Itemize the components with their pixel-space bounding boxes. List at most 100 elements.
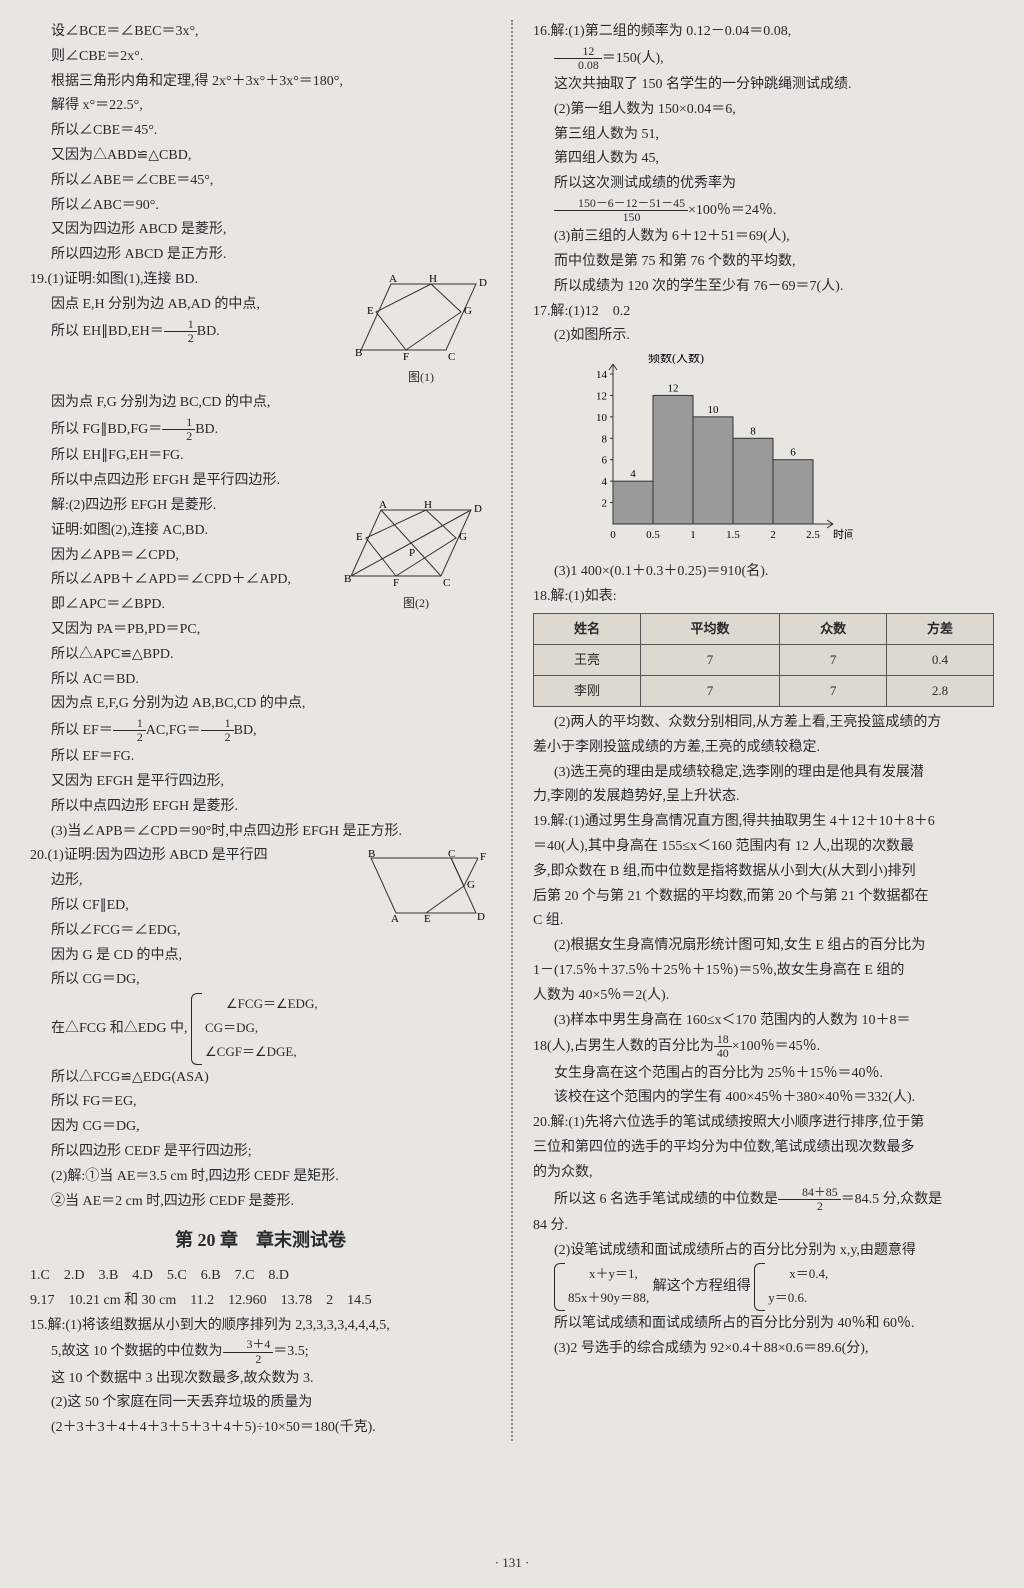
text-line: (2)两人的平均数、众数分别相同,从方差上看,王亮投篮成绩的方: [533, 711, 994, 735]
text-line: 所以∠ABC＝90°.: [30, 194, 491, 218]
chapter-title: 第 20 章 章末测试卷: [30, 1225, 491, 1256]
table-header: 平均数: [640, 613, 779, 644]
text-line: 所以△FCG≌△EDG(ASA): [30, 1066, 491, 1090]
text-line: (3)选王亮的理由是成绩较稳定,选李刚的理由是他具有发展潜: [533, 761, 994, 785]
svg-text:E: E: [356, 531, 363, 543]
text-line: (2)根据女生身高情况扇形统计图可知,女生 E 组占的百分比为: [533, 934, 994, 958]
text-line: 120.08＝150(人),: [533, 45, 994, 72]
svg-text:D: D: [474, 503, 482, 515]
text-line: 又因为 PA＝PB,PD＝PC,: [30, 618, 491, 642]
text-line: 因为 G 是 CD 的中点,: [30, 944, 491, 968]
svg-text:C: C: [443, 577, 450, 589]
svg-text:G: G: [459, 531, 467, 543]
text-line: (2)设笔试成绩和面试成绩所占的百分比分别为 x,y,由题意得: [533, 1239, 994, 1263]
text-line: 所以中点四边形 EFGH 是菱形.: [30, 795, 491, 819]
text-line: (2)第一组人数为 150×0.04＝6,: [533, 98, 994, 122]
text-line: 所以中点四边形 EFGH 是平行四边形.: [30, 469, 491, 493]
data-table: 姓名平均数众数方差 王亮770.4李刚772.8: [533, 613, 994, 707]
text-line: 所以 FG∥BD,FG＝12BD.: [30, 416, 491, 443]
svg-text:E: E: [367, 305, 374, 317]
text-line: 力,李刚的发展趋势好,呈上升状态.: [533, 785, 994, 809]
figure-label: 图(1): [351, 367, 491, 387]
text-line: 因为点 E,F,G 分别为边 AB,BC,CD 的中点,: [30, 692, 491, 716]
geometry-figure-2: A D C B H G F E P 图(2): [341, 498, 491, 613]
answer-line: 9.17 10.21 cm 和 30 cm 11.2 12.960 13.78 …: [30, 1289, 491, 1313]
answer-line: 1.C 2.D 3.B 4.D 5.C 6.B 7.C 8.D: [30, 1264, 491, 1288]
svg-text:频数(人数): 频数(人数): [648, 354, 704, 365]
left-column: 设∠BCE＝∠BEC＝3x°, 则∠CBE＝2x°. 根据三角形内角和定理,得 …: [30, 20, 491, 1441]
text-line: 解得 x°＝22.5°,: [30, 94, 491, 118]
text-line: 则∠CBE＝2x°.: [30, 45, 491, 69]
text-line: 差小于李刚投篮成绩的方差,王亮的成绩较稳定.: [533, 736, 994, 760]
svg-text:10: 10: [596, 412, 608, 424]
svg-text:F: F: [403, 351, 409, 363]
figure-label: 图(2): [341, 593, 491, 613]
text-line: 因为 CG＝DG,: [30, 1115, 491, 1139]
svg-text:H: H: [429, 273, 437, 285]
histogram-chart: 2468101214频数(人数)412108600.511.522.5时间(小时…: [573, 354, 994, 554]
text-line: 18(人),占男生人数的百分比为1840×100％＝45％.: [533, 1033, 994, 1060]
text-line: (3)当∠APB＝∠CPD＝90°时,中点四边形 EFGH 是正方形.: [30, 820, 491, 844]
svg-text:B: B: [368, 848, 375, 860]
text-line: 又因为△ABD≌△CBD,: [30, 144, 491, 168]
text-line: (3)样本中男生身高在 160≤x＜170 范围内的人数为 10＋8＝: [533, 1009, 994, 1033]
svg-text:P: P: [409, 547, 415, 559]
right-column: 16.解:(1)第二组的频率为 0.12－0.04＝0.08, 120.08＝1…: [533, 20, 994, 1441]
text-line: 后第 20 个与第 21 个数据的平均数,而第 20 个与第 21 个数据都在: [533, 885, 994, 909]
text-line: (2)解:①当 AE＝3.5 cm 时,四边形 CEDF 是矩形.: [30, 1165, 491, 1189]
svg-text:G: G: [464, 305, 472, 317]
text-line: 根据三角形内角和定理,得 2x°＋3x°＋3x°＝180°,: [30, 70, 491, 94]
text-line: 所以 AC＝BD.: [30, 668, 491, 692]
text-line: 所以△APC≌△BPD.: [30, 643, 491, 667]
text-line: 所以∠CBE＝45°.: [30, 119, 491, 143]
text-line: 的为众数,: [533, 1161, 994, 1185]
svg-text:12: 12: [596, 391, 607, 403]
text-line: 第四组人数为 45,: [533, 147, 994, 171]
text-line: 所以 FG＝EG,: [30, 1090, 491, 1114]
text-line: 所以四边形 CEDF 是平行四边形;: [30, 1140, 491, 1164]
svg-text:4: 4: [602, 476, 608, 488]
svg-text:时间(小时): 时间(小时): [833, 528, 853, 541]
text-line: 84 分.: [533, 1214, 994, 1238]
text-line: ＝40(人),其中身高在 155≤x＜160 范围内有 12 人,出现的次数最: [533, 835, 994, 859]
text-line: 所以 EF＝12AC,FG＝12BD,: [30, 717, 491, 744]
text-line: (3)前三组的人数为 6＋12＋51＝69(人),: [533, 225, 994, 249]
svg-text:12: 12: [668, 383, 679, 395]
svg-text:1: 1: [690, 529, 696, 541]
text-line: 5,故这 10 个数据的中位数为3＋42＝3.5;: [30, 1338, 491, 1365]
svg-text:D: D: [477, 911, 485, 923]
text-line: 17.解:(1)12 0.2: [533, 300, 994, 324]
text-line: 三位和第四位的选手的平均分为中位数,笔试成绩出现次数最多: [533, 1136, 994, 1160]
svg-text:2: 2: [770, 529, 776, 541]
text-line: (3)2 号选手的综合成绩为 92×0.4＋88×0.6＝89.6(分),: [533, 1337, 994, 1361]
column-divider: [511, 20, 513, 1441]
text-line: 又因为 EFGH 是平行四边形,: [30, 770, 491, 794]
table-row: 王亮770.4: [534, 644, 994, 675]
geometry-figure-3: B C F G D E A: [346, 848, 491, 923]
svg-text:10: 10: [708, 404, 720, 416]
text-line: 15.解:(1)将该组数据从小到大的顺序排列为 2,3,3,3,3,4,4,4,…: [30, 1314, 491, 1338]
text-line: 这 10 个数据中 3 出现次数最多,故众数为 3.: [30, 1367, 491, 1391]
text-line: 150－6－12－51－45150×100％＝24％.: [533, 197, 994, 224]
text-line: x＋y＝1, 85x＋90y＝88, 解这个方程组得 x＝0.4, y＝0.6.: [533, 1263, 994, 1311]
text-line: 该校在这个范围内的学生有 400×45％＋380×40％＝332(人).: [533, 1086, 994, 1110]
svg-text:4: 4: [630, 468, 636, 480]
text-line: 所以成绩为 120 次的学生至少有 76－69＝7(人).: [533, 275, 994, 299]
svg-text:A: A: [379, 499, 387, 511]
svg-text:2.5: 2.5: [806, 529, 820, 541]
text-line: 女生身高在这个范围占的百分比为 25％＋15％＝40％.: [533, 1062, 994, 1086]
svg-text:A: A: [391, 913, 399, 923]
text-line: 在△FCG 和△EDG 中, ∠FCG＝∠EDG, CG＝DG, ∠CGF＝∠D…: [30, 993, 491, 1064]
text-line: 所以∠ABE＝∠CBE＝45°,: [30, 169, 491, 193]
svg-text:C: C: [448, 351, 455, 363]
table-header: 方差: [887, 613, 994, 644]
text-line: 人数为 40×5％＝2(人).: [533, 984, 994, 1008]
svg-text:H: H: [424, 499, 432, 511]
svg-text:14: 14: [596, 369, 608, 381]
text-line: 所以这 6 名选手笔试成绩的中位数是84＋852＝84.5 分,众数是: [533, 1186, 994, 1213]
text-line: 多,即众数在 B 组,而中位数是指将数据从小到大(从大到小)排列: [533, 860, 994, 884]
text-line: (2)如图所示.: [533, 324, 994, 348]
svg-text:8: 8: [602, 433, 608, 445]
table-header: 众数: [780, 613, 887, 644]
svg-text:F: F: [393, 577, 399, 589]
